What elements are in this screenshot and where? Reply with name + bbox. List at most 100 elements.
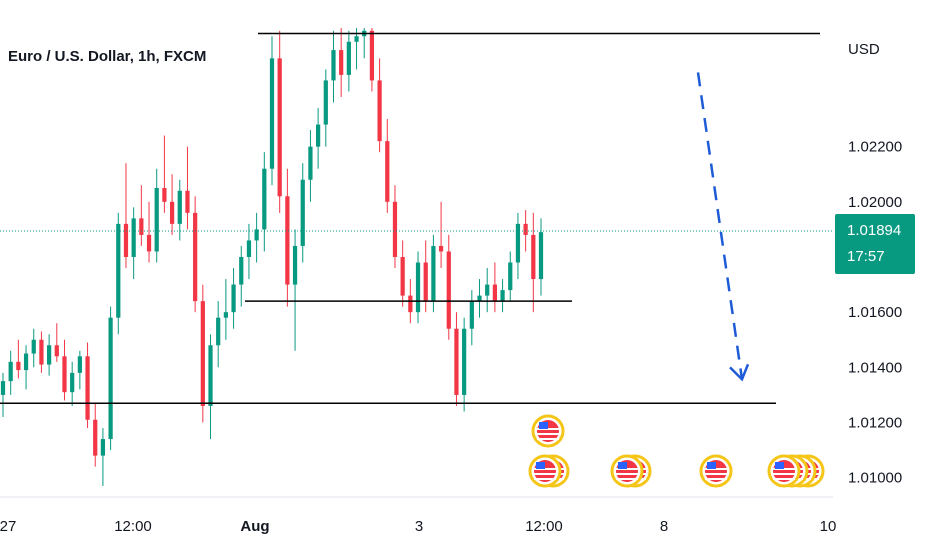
time-tick-label: 10	[820, 518, 837, 535]
candle-body	[431, 245, 436, 302]
candle-body	[70, 372, 75, 393]
candle-body	[208, 345, 213, 406]
event-flag-stripe	[616, 478, 638, 480]
projection-arrow-head	[729, 363, 750, 382]
candle-body	[54, 345, 59, 357]
time-tick-label: 8	[660, 518, 668, 535]
candle-body	[269, 58, 275, 169]
candle-body	[193, 212, 198, 302]
event-flag-stripe	[534, 473, 556, 475]
candle-body	[177, 190, 182, 224]
candle-body	[277, 58, 282, 197]
price-tick-label: 1.01400	[848, 359, 902, 376]
time-tick-label: 3	[415, 518, 423, 535]
candle-body	[154, 188, 159, 252]
price-tick-label: 1.01200	[848, 415, 902, 432]
candle-body	[515, 223, 521, 263]
levels-group	[0, 32, 835, 404]
price-axis-panel	[833, 0, 932, 550]
candle-body	[339, 50, 344, 75]
candle-body	[392, 201, 398, 257]
event-flag-canton	[539, 422, 548, 429]
event-flag-stripe	[616, 473, 638, 475]
candle-body	[346, 41, 351, 75]
candle-body	[377, 80, 382, 142]
candle-body	[146, 234, 152, 252]
event-flag-stripe	[773, 478, 795, 480]
candle-body	[423, 262, 428, 302]
candle-body	[123, 223, 129, 257]
candle-body	[231, 284, 236, 313]
price-tick-label: 1.01000	[848, 470, 902, 487]
price-tick-label: 1.02200	[848, 139, 902, 156]
candle-body	[308, 146, 313, 180]
candle-body	[354, 36, 359, 42]
candle-body	[385, 141, 390, 202]
last-price-value: 1.01894	[847, 222, 902, 240]
candle-body	[223, 312, 228, 318]
candle-body	[131, 218, 136, 257]
symbol-title: Euro / U.S. Dollar, 1h, FXCM	[8, 48, 207, 65]
bar-countdown: 17:57	[847, 248, 885, 266]
candle-body	[262, 168, 267, 230]
projection-arrow-group	[696, 72, 750, 382]
event-flag-canton	[775, 462, 784, 469]
time-tick-label: 12:00	[525, 518, 563, 535]
candle-body	[485, 284, 490, 296]
candle-body	[477, 295, 482, 302]
candle-body	[93, 419, 98, 456]
candle-body	[246, 240, 252, 257]
event-flag-canton	[618, 462, 627, 469]
candle-body	[469, 301, 474, 329]
candle-body	[446, 251, 451, 329]
candle-body	[369, 30, 375, 81]
event-flag-stripe	[537, 438, 559, 440]
price-tick-label: 1.02000	[848, 194, 902, 211]
candle-body	[438, 245, 444, 252]
candle-body	[316, 124, 321, 147]
candle-body	[285, 196, 290, 285]
candle-body	[47, 345, 52, 365]
candle-body	[16, 361, 21, 371]
last-price-badge: 1.01894 17:57	[835, 214, 915, 275]
projection-arrow-shaft	[696, 72, 744, 380]
event-flag-canton	[536, 462, 545, 469]
candle-body	[62, 356, 67, 393]
currency-label: USD	[848, 41, 880, 58]
candle-body	[108, 317, 113, 440]
candle-body	[77, 356, 82, 373]
time-tick-label: 27	[0, 518, 16, 535]
candle-body	[415, 262, 421, 313]
candle-body	[8, 361, 13, 382]
events-group	[528, 414, 825, 488]
event-flag-stripe	[537, 433, 559, 435]
candle-body	[216, 317, 221, 346]
event-flag-stripe	[705, 478, 727, 480]
candle-body	[331, 50, 336, 81]
candle-body	[100, 439, 106, 456]
candle-body	[169, 201, 175, 224]
candle-body	[23, 353, 29, 371]
candle-body	[500, 290, 505, 302]
candle-body	[462, 328, 467, 395]
candle-body	[0, 381, 6, 395]
candle-body	[200, 301, 205, 406]
candle-body	[292, 245, 298, 285]
candle-body	[408, 295, 413, 313]
time-tick-label: Aug	[240, 518, 269, 535]
candle-body	[454, 328, 459, 395]
candle-body	[116, 223, 121, 318]
candle-body	[400, 256, 405, 296]
candle-body	[523, 223, 528, 235]
candle-body	[508, 262, 513, 291]
candle-body	[254, 229, 259, 241]
candle-body	[39, 339, 44, 365]
price-tick-label: 1.01600	[848, 304, 902, 321]
candle-body	[31, 339, 36, 354]
candles-group	[0, 28, 544, 486]
event-flag-canton	[707, 462, 716, 469]
candle-body	[492, 284, 497, 302]
